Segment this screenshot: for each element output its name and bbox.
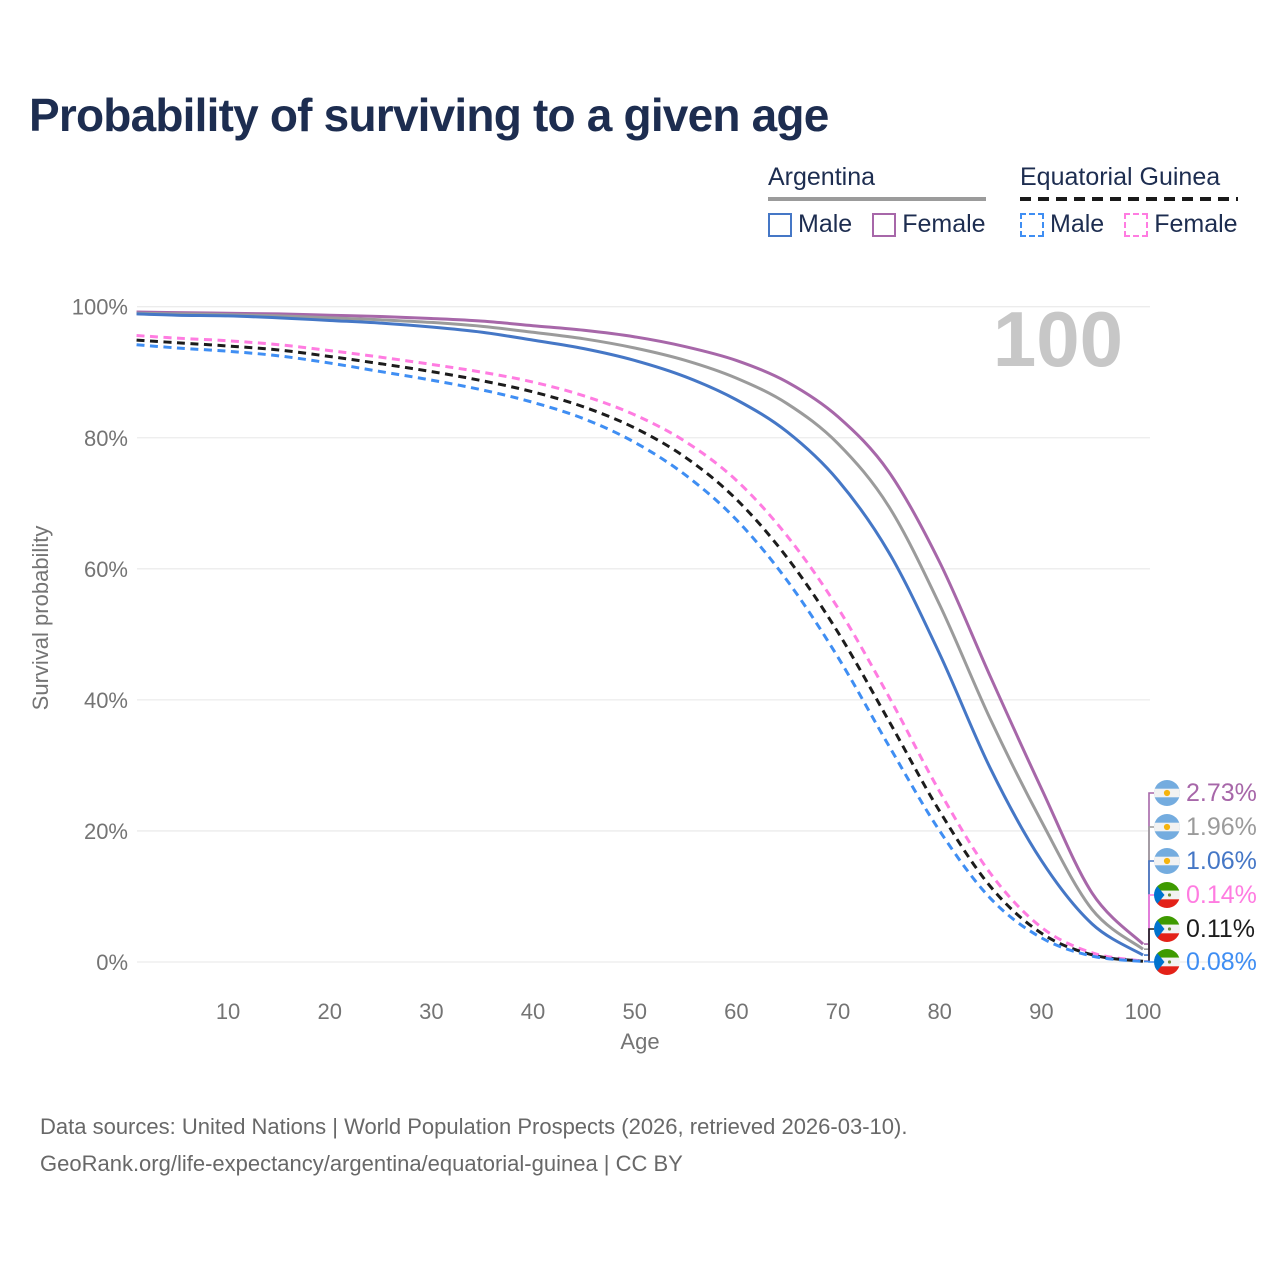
svg-text:100: 100	[1125, 999, 1162, 1024]
equatorial-guinea-flag-icon	[1154, 916, 1180, 942]
svg-text:100%: 100%	[72, 295, 128, 320]
argentina-flag-icon	[1154, 848, 1180, 874]
end-label-value: 2.73%	[1186, 778, 1257, 807]
page-title: Probability of surviving to a given age	[29, 89, 829, 141]
svg-text:20: 20	[317, 999, 341, 1024]
end-label-value: 1.96%	[1186, 812, 1257, 841]
legend-item-argentina-female: Female	[872, 210, 986, 239]
svg-text:0%: 0%	[96, 950, 128, 975]
legend-label: Male	[798, 210, 853, 238]
legend-country-equatorial-guinea: Equatorial Guinea	[1020, 163, 1221, 191]
svg-text:90: 90	[1029, 999, 1053, 1024]
argentina-flag-icon	[1154, 780, 1180, 806]
dashed-blue-swatch-icon	[1020, 212, 1044, 237]
svg-text:40%: 40%	[84, 688, 128, 713]
equatorial-guinea-flag-icon	[1154, 882, 1180, 908]
solid-blue-swatch-icon	[768, 212, 792, 237]
end-label-value: 0.14%	[1186, 880, 1257, 909]
end-label-equatorial-guinea-male: 0.08%	[1154, 947, 1257, 976]
legend-group-argentina: Argentina Male Female	[768, 163, 986, 239]
svg-text:60: 60	[724, 999, 748, 1024]
end-label-equatorial-guinea-both: 0.11%	[1154, 914, 1256, 943]
argentina-solid-line-key-icon	[768, 197, 986, 201]
svg-text:60%: 60%	[84, 557, 128, 582]
svg-text:Age: Age	[620, 1029, 659, 1054]
end-label-argentina-both: 1.96%	[1154, 812, 1257, 841]
svg-text:10: 10	[216, 999, 240, 1024]
svg-text:70: 70	[826, 999, 850, 1024]
end-label-equatorial-guinea-female: 0.14%	[1154, 880, 1257, 909]
svg-text:Survival probability: Survival probability	[28, 526, 53, 711]
svg-text:100: 100	[993, 295, 1123, 383]
footer: Data sources: United Nations | World Pop…	[40, 1108, 907, 1182]
dashed-pink-swatch-icon	[1124, 212, 1149, 237]
solid-purple-swatch-icon	[872, 212, 897, 237]
legend-item-equatorial-guinea-female: Female	[1124, 210, 1238, 239]
data-sources-text: Data sources: United Nations | World Pop…	[40, 1114, 908, 1139]
end-label-value: 0.11%	[1186, 914, 1256, 943]
equatorial-guinea-flag-icon	[1154, 949, 1180, 975]
legend-item-argentina-male: Male	[768, 210, 852, 239]
legend-label: Male	[1050, 210, 1105, 238]
svg-text:50: 50	[622, 999, 646, 1024]
svg-text:80: 80	[927, 999, 951, 1024]
end-label-value: 0.08%	[1186, 947, 1257, 976]
svg-text:40: 40	[521, 999, 545, 1024]
legend-country-argentina: Argentina	[768, 163, 876, 191]
legend-item-equatorial-guinea-male: Male	[1020, 210, 1104, 239]
svg-text:20%: 20%	[84, 819, 128, 844]
legend-group-equatorial-guinea: Equatorial Guinea Male Female	[1020, 163, 1238, 239]
argentina-flag-icon	[1154, 814, 1180, 840]
legend-label: Female	[1154, 210, 1238, 238]
end-label-argentina-female: 2.73%	[1154, 778, 1257, 807]
equatorial-guinea-dashed-line-key-icon	[1020, 197, 1238, 201]
legend-label: Female	[902, 210, 986, 238]
attribution-text: GeoRank.org/life-expectancy/argentina/eq…	[40, 1151, 683, 1176]
end-label-value: 1.06%	[1186, 846, 1257, 875]
svg-text:30: 30	[419, 999, 443, 1024]
end-label-argentina-male: 1.06%	[1154, 846, 1257, 875]
svg-text:80%: 80%	[84, 426, 128, 451]
